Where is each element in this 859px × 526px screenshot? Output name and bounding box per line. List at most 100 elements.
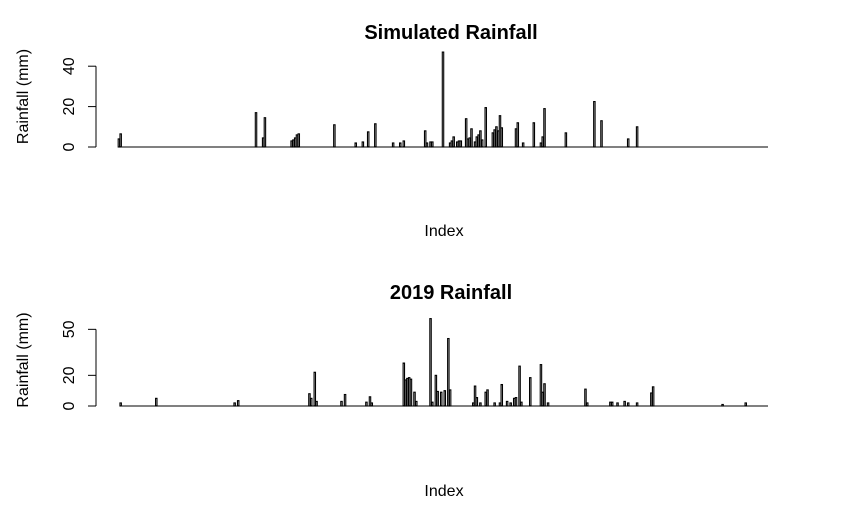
bar <box>340 400 343 407</box>
bar <box>361 141 365 148</box>
bar <box>493 402 496 407</box>
bar <box>233 402 236 407</box>
bar <box>744 402 748 407</box>
bar <box>539 364 543 407</box>
bar <box>541 136 544 148</box>
bar <box>429 141 432 148</box>
y-tick-label: 0 <box>61 142 78 151</box>
bar <box>543 383 546 407</box>
bar <box>479 130 482 148</box>
bar <box>514 397 518 407</box>
x-axis-label: Index <box>424 483 463 500</box>
chart-title: 2019 Rainfall <box>390 282 512 304</box>
bar <box>609 401 612 407</box>
bar <box>541 391 544 407</box>
bar <box>520 401 523 407</box>
bar <box>518 365 521 407</box>
bar <box>431 401 434 407</box>
panel-2019-rainfall: 2019 Rainfall Index Rainfall (mm) 0 20 50 <box>15 282 768 500</box>
bar <box>532 122 536 148</box>
bar <box>308 393 311 407</box>
bar <box>413 391 416 407</box>
bar <box>479 402 482 407</box>
bar <box>333 124 336 148</box>
bar <box>585 402 589 407</box>
bar <box>539 142 543 148</box>
bar <box>297 133 301 148</box>
bar <box>512 397 516 407</box>
bar <box>343 393 347 407</box>
bar <box>119 133 122 148</box>
bar <box>254 112 258 148</box>
bar <box>391 142 395 148</box>
bar <box>366 131 370 148</box>
bar <box>313 371 317 407</box>
bar <box>441 51 445 148</box>
bar <box>635 402 639 407</box>
bar <box>470 128 473 148</box>
bar <box>434 374 438 407</box>
y-tick-label: 20 <box>61 98 78 116</box>
bar <box>500 383 504 407</box>
bar <box>292 139 295 148</box>
bar <box>436 390 439 407</box>
bar <box>447 337 450 407</box>
bar <box>626 402 630 407</box>
bar <box>484 391 488 407</box>
bar <box>509 402 512 407</box>
y-tick-label: 40 <box>61 57 78 75</box>
y-axis-label: Rainfall (mm) <box>15 312 32 407</box>
bar <box>543 108 546 148</box>
bar <box>439 391 443 407</box>
bar <box>472 402 475 407</box>
bar <box>473 141 477 148</box>
bar <box>452 136 455 148</box>
bar <box>457 140 461 148</box>
bar <box>368 396 372 407</box>
bar <box>721 403 724 407</box>
bar <box>495 126 498 148</box>
bar <box>404 379 407 407</box>
bar <box>484 107 488 148</box>
bar <box>505 400 509 407</box>
bar <box>514 128 518 148</box>
bar <box>406 377 409 407</box>
bar <box>236 400 240 407</box>
chart-title: Simulated Rainfall <box>364 22 537 44</box>
bar <box>293 137 297 148</box>
bar <box>117 138 121 148</box>
x-axis-label: Index <box>424 223 463 240</box>
bar <box>564 132 568 148</box>
bar <box>448 142 452 148</box>
bar <box>450 140 454 148</box>
bar <box>500 127 504 148</box>
bar <box>626 138 630 148</box>
y-tick-label: 20 <box>61 366 78 384</box>
bar <box>365 401 368 407</box>
bar <box>455 141 459 148</box>
bar <box>374 123 377 148</box>
bar <box>486 389 489 407</box>
bar <box>475 136 479 148</box>
bar <box>429 318 432 407</box>
bar <box>398 142 402 148</box>
bar <box>546 402 550 407</box>
bar <box>309 397 313 407</box>
bar <box>119 402 122 407</box>
bar <box>496 130 500 148</box>
y-tick-label: 0 <box>61 401 78 410</box>
bar <box>635 126 639 148</box>
bar <box>402 362 406 407</box>
bar <box>464 118 468 148</box>
bar <box>493 129 496 148</box>
bar <box>423 130 427 148</box>
bar <box>295 134 299 148</box>
bar <box>593 101 596 148</box>
bar <box>498 402 502 407</box>
bar <box>263 117 267 148</box>
bar <box>498 115 502 148</box>
bar <box>584 388 587 407</box>
bar <box>409 378 413 407</box>
bar <box>425 142 429 148</box>
bar <box>651 386 655 407</box>
